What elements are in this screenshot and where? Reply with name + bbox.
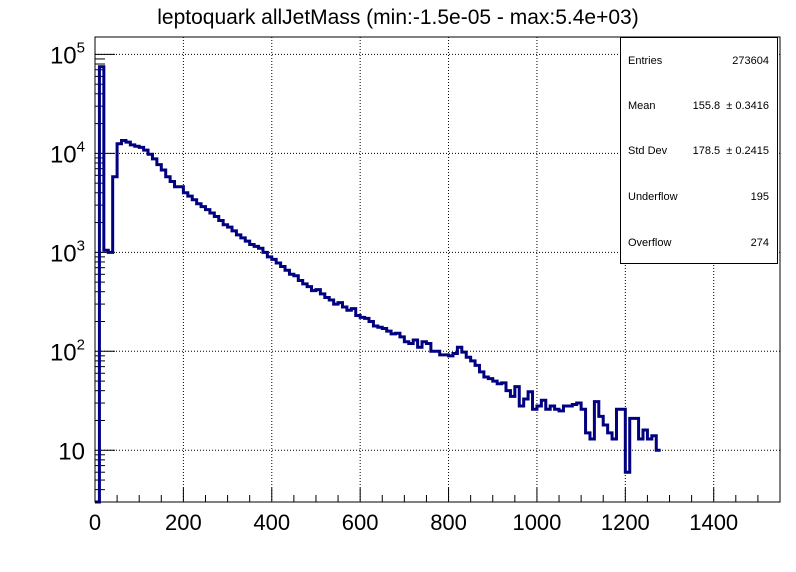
stat-label: Underflow	[628, 191, 678, 203]
x-tick-label: 800	[430, 510, 467, 535]
y-tick-label: 105	[50, 39, 85, 69]
stat-label: Overflow	[628, 237, 672, 249]
stat-value: 178.5 ± 0.2415	[692, 145, 769, 157]
y-tick-label: 102	[50, 336, 85, 366]
y-tick-labels: 10 102 103 104 105	[50, 39, 85, 465]
x-tick-label: 600	[342, 510, 379, 535]
x-tick-label: 1200	[601, 510, 650, 535]
stat-value: 274	[750, 237, 769, 249]
plot-frame	[94, 36, 781, 503]
x-tick-label: 1400	[689, 510, 738, 535]
x-tick-label: 0	[89, 510, 101, 535]
x-tick-label: 200	[165, 510, 202, 535]
stat-label: Std Dev	[628, 145, 668, 157]
stat-overflow: Overflow 274	[628, 237, 769, 251]
stat-value: 155.8 ± 0.3416	[692, 100, 769, 112]
histogram-outline	[95, 65, 661, 504]
grid-lines	[94, 37, 780, 502]
stat-std-dev: Std Dev 178.5 ± 0.2415	[628, 145, 769, 159]
stat-label: Mean	[628, 100, 656, 112]
stats-box: Entries 273604 Mean 155.8 ± 0.3416 Std D…	[620, 37, 778, 264]
stat-entries: Entries 273604	[628, 55, 769, 69]
stat-mean: Mean 155.8 ± 0.3416	[628, 100, 769, 114]
x-tick-label: 400	[253, 510, 290, 535]
stat-underflow: Underflow 195	[628, 191, 769, 205]
x-tick-labels: 0 200 400 600 800 1000 1200 1400	[89, 510, 738, 535]
y-tick-label: 10	[58, 438, 85, 465]
x-tick-label: 1000	[512, 510, 561, 535]
stat-value: 273604	[732, 55, 769, 67]
axis-ticks	[94, 53, 781, 503]
stat-label: Entries	[628, 55, 663, 67]
y-tick-label: 104	[50, 138, 85, 168]
y-tick-label: 103	[50, 237, 85, 267]
histogram-line	[95, 65, 661, 504]
chart-title: leptoquark allJetMass (min:-1.5e-05 - ma…	[157, 6, 639, 29]
stat-value: 195	[750, 191, 769, 203]
